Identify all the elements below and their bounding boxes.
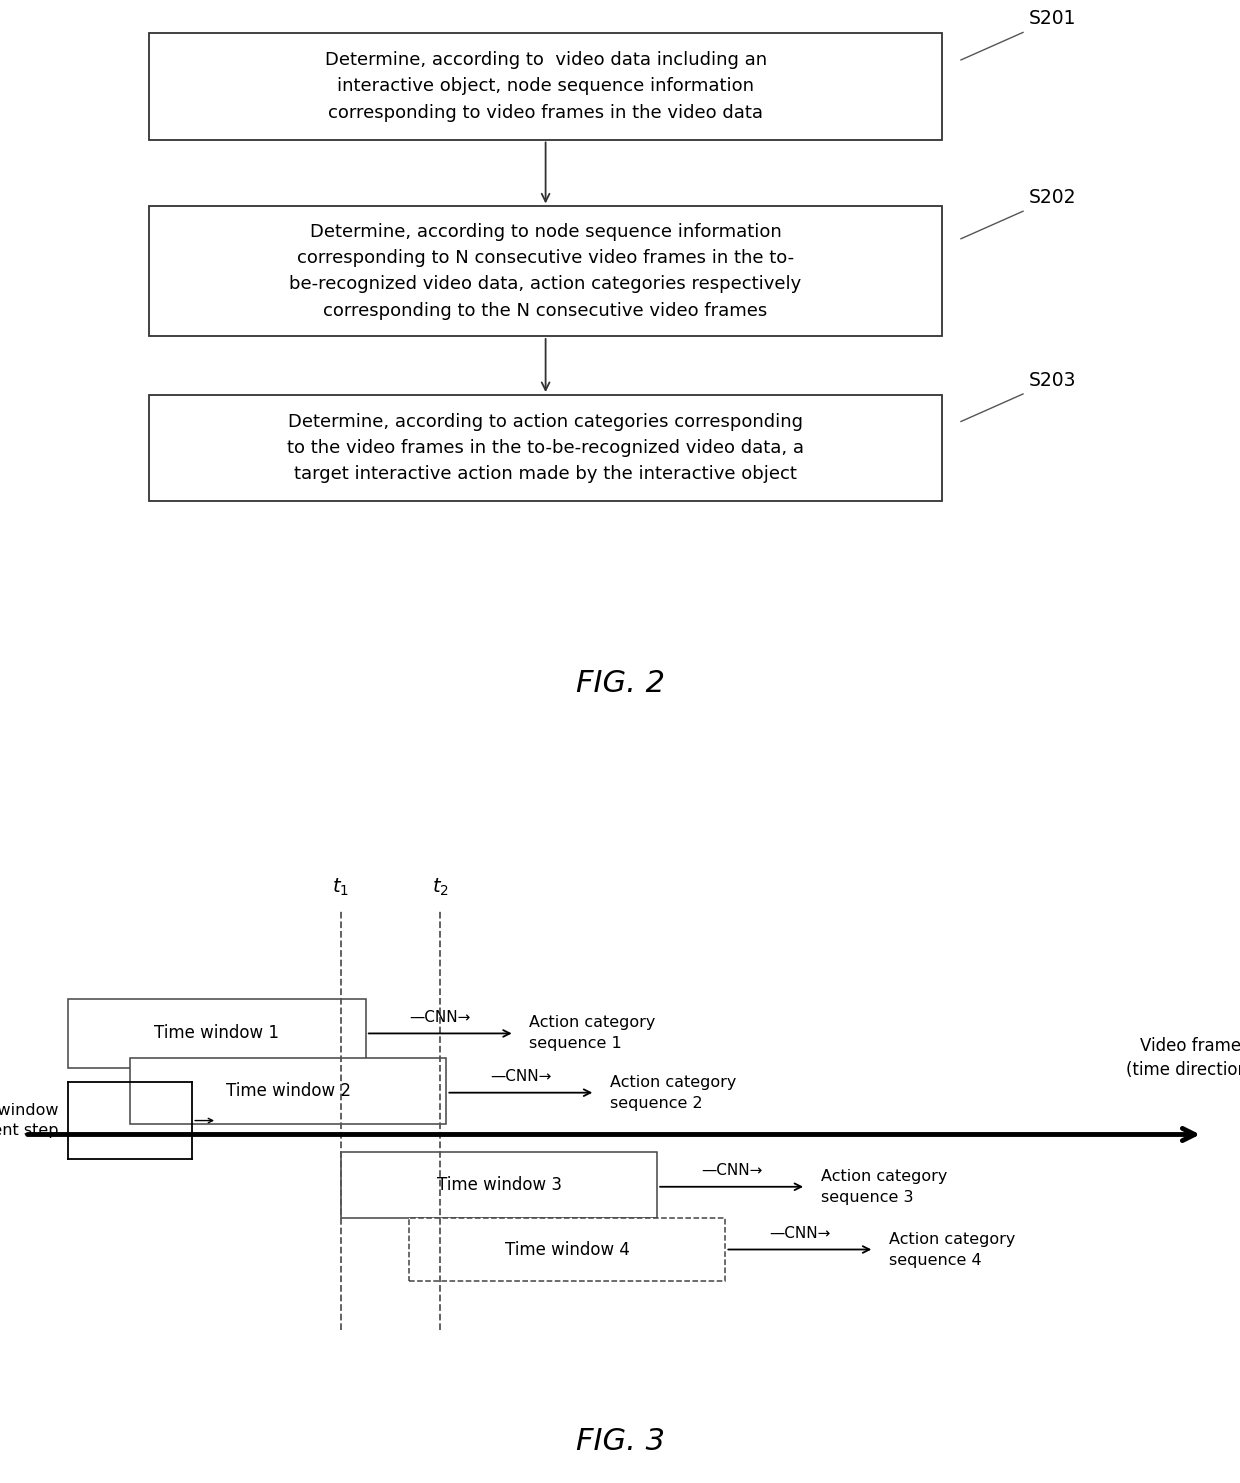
Text: Action category
sequence 3: Action category sequence 3 xyxy=(821,1169,947,1204)
FancyBboxPatch shape xyxy=(341,1152,657,1218)
Text: —CNN→: —CNN→ xyxy=(701,1163,763,1179)
Text: S202: S202 xyxy=(1029,188,1076,208)
FancyBboxPatch shape xyxy=(149,206,942,337)
Text: $t_1$: $t_1$ xyxy=(332,876,350,897)
Text: FIG. 3: FIG. 3 xyxy=(575,1427,665,1456)
Text: —CNN→: —CNN→ xyxy=(409,1010,471,1025)
Text: Action category
sequence 2: Action category sequence 2 xyxy=(610,1075,737,1111)
Text: Action category
sequence 1: Action category sequence 1 xyxy=(529,1016,656,1051)
Text: Time window
movement step: Time window movement step xyxy=(0,1103,58,1137)
FancyBboxPatch shape xyxy=(149,34,942,139)
Text: Video frame
(time direction): Video frame (time direction) xyxy=(1126,1037,1240,1078)
FancyBboxPatch shape xyxy=(149,394,942,501)
Text: S201: S201 xyxy=(1029,9,1076,28)
Text: Determine, according to action categories corresponding
to the video frames in t: Determine, according to action categorie… xyxy=(288,412,804,483)
Text: Time window 2: Time window 2 xyxy=(226,1083,351,1100)
Text: Action category
sequence 4: Action category sequence 4 xyxy=(889,1231,1016,1268)
Text: —CNN→: —CNN→ xyxy=(769,1226,831,1241)
Text: Time window 3: Time window 3 xyxy=(436,1176,562,1194)
FancyBboxPatch shape xyxy=(130,1057,446,1124)
FancyBboxPatch shape xyxy=(409,1218,725,1281)
Text: Time window 1: Time window 1 xyxy=(155,1025,279,1043)
Text: Determine, according to node sequence information
corresponding to N consecutive: Determine, according to node sequence in… xyxy=(289,222,802,320)
Text: Determine, according to  video data including an
interactive object, node sequen: Determine, according to video data inclu… xyxy=(325,50,766,122)
FancyBboxPatch shape xyxy=(68,998,366,1068)
Text: FIG. 2: FIG. 2 xyxy=(575,669,665,698)
Text: —CNN→: —CNN→ xyxy=(490,1069,552,1084)
Text: S203: S203 xyxy=(1029,371,1076,390)
Text: Time window 4: Time window 4 xyxy=(505,1240,630,1259)
Text: $t_2$: $t_2$ xyxy=(432,876,449,897)
